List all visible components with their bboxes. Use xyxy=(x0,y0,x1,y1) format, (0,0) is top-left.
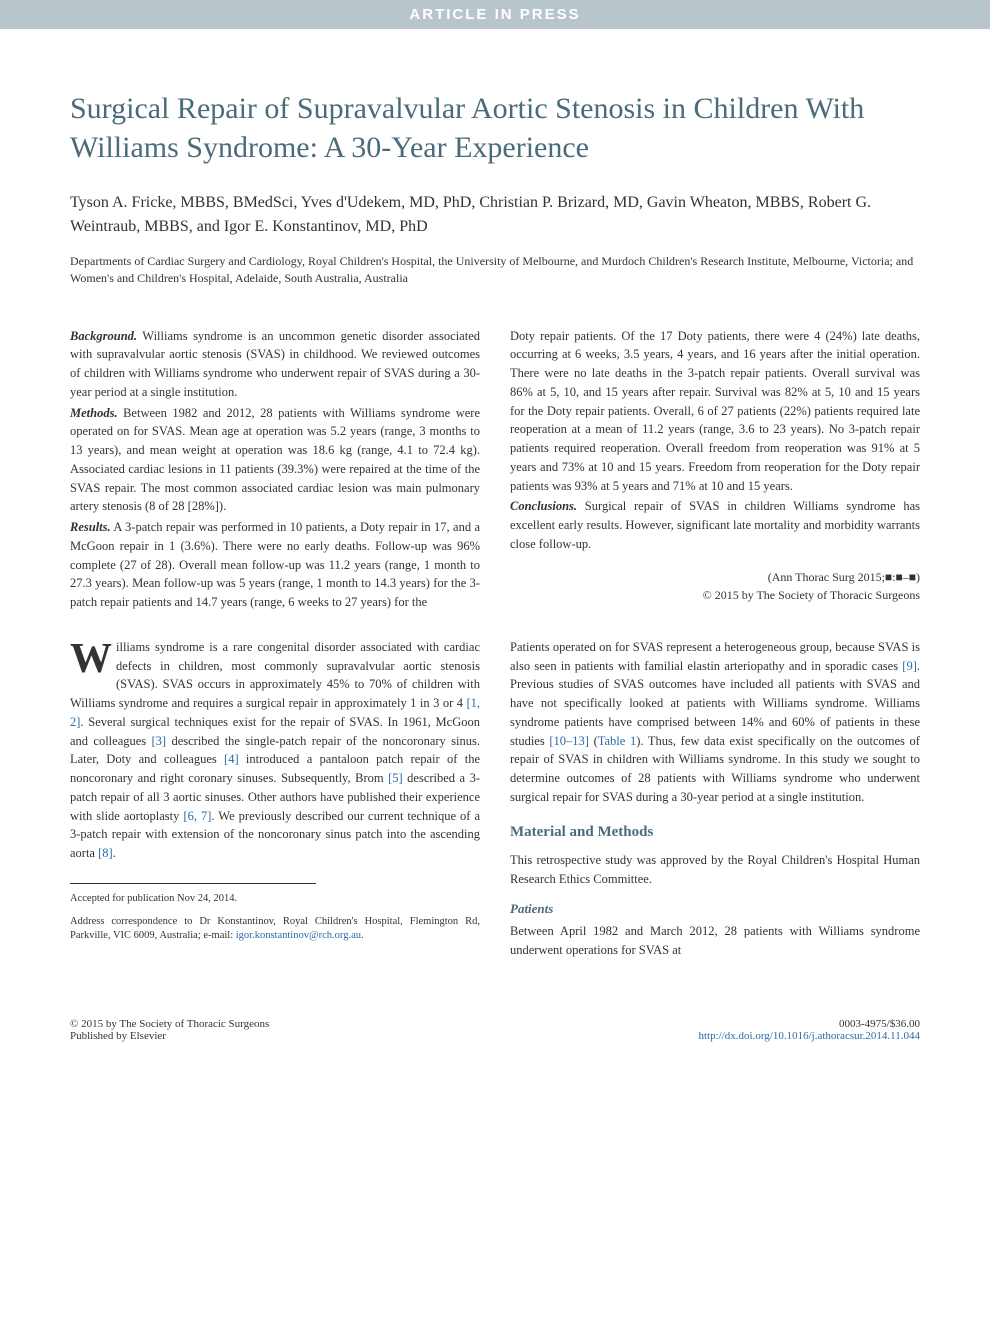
conclusions-label: Conclusions. xyxy=(510,499,577,513)
dropcap: W xyxy=(70,638,116,678)
affiliations: Departments of Cardiac Surgery and Cardi… xyxy=(70,253,920,287)
abstract-right-column: Doty repair patients. Of the 17 Doty pat… xyxy=(510,327,920,614)
correspondence-period: . xyxy=(361,930,364,941)
patients-subheading: Patients xyxy=(510,899,920,919)
article-content: Surgical Repair of Supravalvular Aortic … xyxy=(0,29,990,998)
accepted-footnote: Accepted for publication Nov 24, 2014. xyxy=(70,892,480,907)
reference-link-6-7[interactable]: [6, 7] xyxy=(183,809,211,823)
article-in-press-banner: ARTICLE IN PRESS xyxy=(0,0,990,29)
footer-publisher: Published by Elsevier xyxy=(70,1030,269,1042)
methods-text: Between 1982 and 2012, 28 patients with … xyxy=(70,406,480,514)
article-title: Surgical Repair of Supravalvular Aortic … xyxy=(70,89,920,167)
material-methods-paragraph: This retrospective study was approved by… xyxy=(510,851,920,889)
journal-citation: (Ann Thorac Surg 2015;■:■–■) xyxy=(510,568,920,586)
body-columns: Williams syndrome is a rare congenital d… xyxy=(70,638,920,968)
footer-left: © 2015 by The Society of Thoracic Surgeo… xyxy=(70,1018,269,1042)
abstract-methods: Methods. Between 1982 and 2012, 28 patie… xyxy=(70,404,480,517)
abstract-results-right: Doty repair patients. Of the 17 Doty pat… xyxy=(510,327,920,496)
intro-text-2a: Patients operated on for SVAS represent … xyxy=(510,640,920,673)
reference-link-9[interactable]: [9] xyxy=(902,659,917,673)
intro-text-1g: . xyxy=(113,846,116,860)
abstract-background: Background. Williams syndrome is an unco… xyxy=(70,327,480,402)
body-left-column: Williams syndrome is a rare congenital d… xyxy=(70,638,480,968)
background-label: Background. xyxy=(70,329,137,343)
copyright-line: © 2015 by The Society of Thoracic Surgeo… xyxy=(510,586,920,604)
citation-block: (Ann Thorac Surg 2015;■:■–■) © 2015 by T… xyxy=(510,568,920,604)
footer-issn-price: 0003-4975/$36.00 xyxy=(698,1018,920,1030)
footer-copyright: © 2015 by The Society of Thoracic Surgeo… xyxy=(70,1018,269,1030)
reference-link-3[interactable]: [3] xyxy=(152,734,167,748)
reference-link-4[interactable]: [4] xyxy=(224,752,239,766)
correspondence-footnote: Address correspondence to Dr Konstantino… xyxy=(70,915,480,944)
correspondence-email-link[interactable]: igor.konstantinov@rch.org.au xyxy=(236,930,361,941)
reference-link-10-13[interactable]: [10–13] xyxy=(549,734,589,748)
intro-text-2c: ( xyxy=(589,734,598,748)
table-1-link[interactable]: Table 1 xyxy=(598,734,636,748)
results-label: Results. xyxy=(70,520,111,534)
footnote-divider xyxy=(70,883,316,884)
author-list: Tyson A. Fricke, MBBS, BMedSci, Yves d'U… xyxy=(70,191,920,239)
intro-paragraph-1: Williams syndrome is a rare congenital d… xyxy=(70,638,480,863)
footer-right: 0003-4975/$36.00 http://dx.doi.org/10.10… xyxy=(698,1018,920,1042)
abstract-conclusions: Conclusions. Surgical repair of SVAS in … xyxy=(510,497,920,553)
results-text: A 3-patch repair was performed in 10 pat… xyxy=(70,520,480,609)
material-methods-heading: Material and Methods xyxy=(510,821,920,844)
body-right-column: Patients operated on for SVAS represent … xyxy=(510,638,920,968)
methods-label: Methods. xyxy=(70,406,118,420)
reference-link-8[interactable]: [8] xyxy=(98,846,113,860)
intro-text-1a: illiams syndrome is a rare congenital di… xyxy=(70,640,480,710)
reference-link-5[interactable]: [5] xyxy=(388,771,403,785)
intro-paragraph-2: Patients operated on for SVAS represent … xyxy=(510,638,920,807)
abstract-left-column: Background. Williams syndrome is an unco… xyxy=(70,327,480,614)
page-footer: © 2015 by The Society of Thoracic Surgeo… xyxy=(0,998,990,1072)
abstract-columns: Background. Williams syndrome is an unco… xyxy=(70,327,920,614)
abstract-results-left: Results. A 3-patch repair was performed … xyxy=(70,518,480,612)
doi-link[interactable]: http://dx.doi.org/10.1016/j.athoracsur.2… xyxy=(698,1030,920,1042)
patients-paragraph: Between April 1982 and March 2012, 28 pa… xyxy=(510,922,920,960)
